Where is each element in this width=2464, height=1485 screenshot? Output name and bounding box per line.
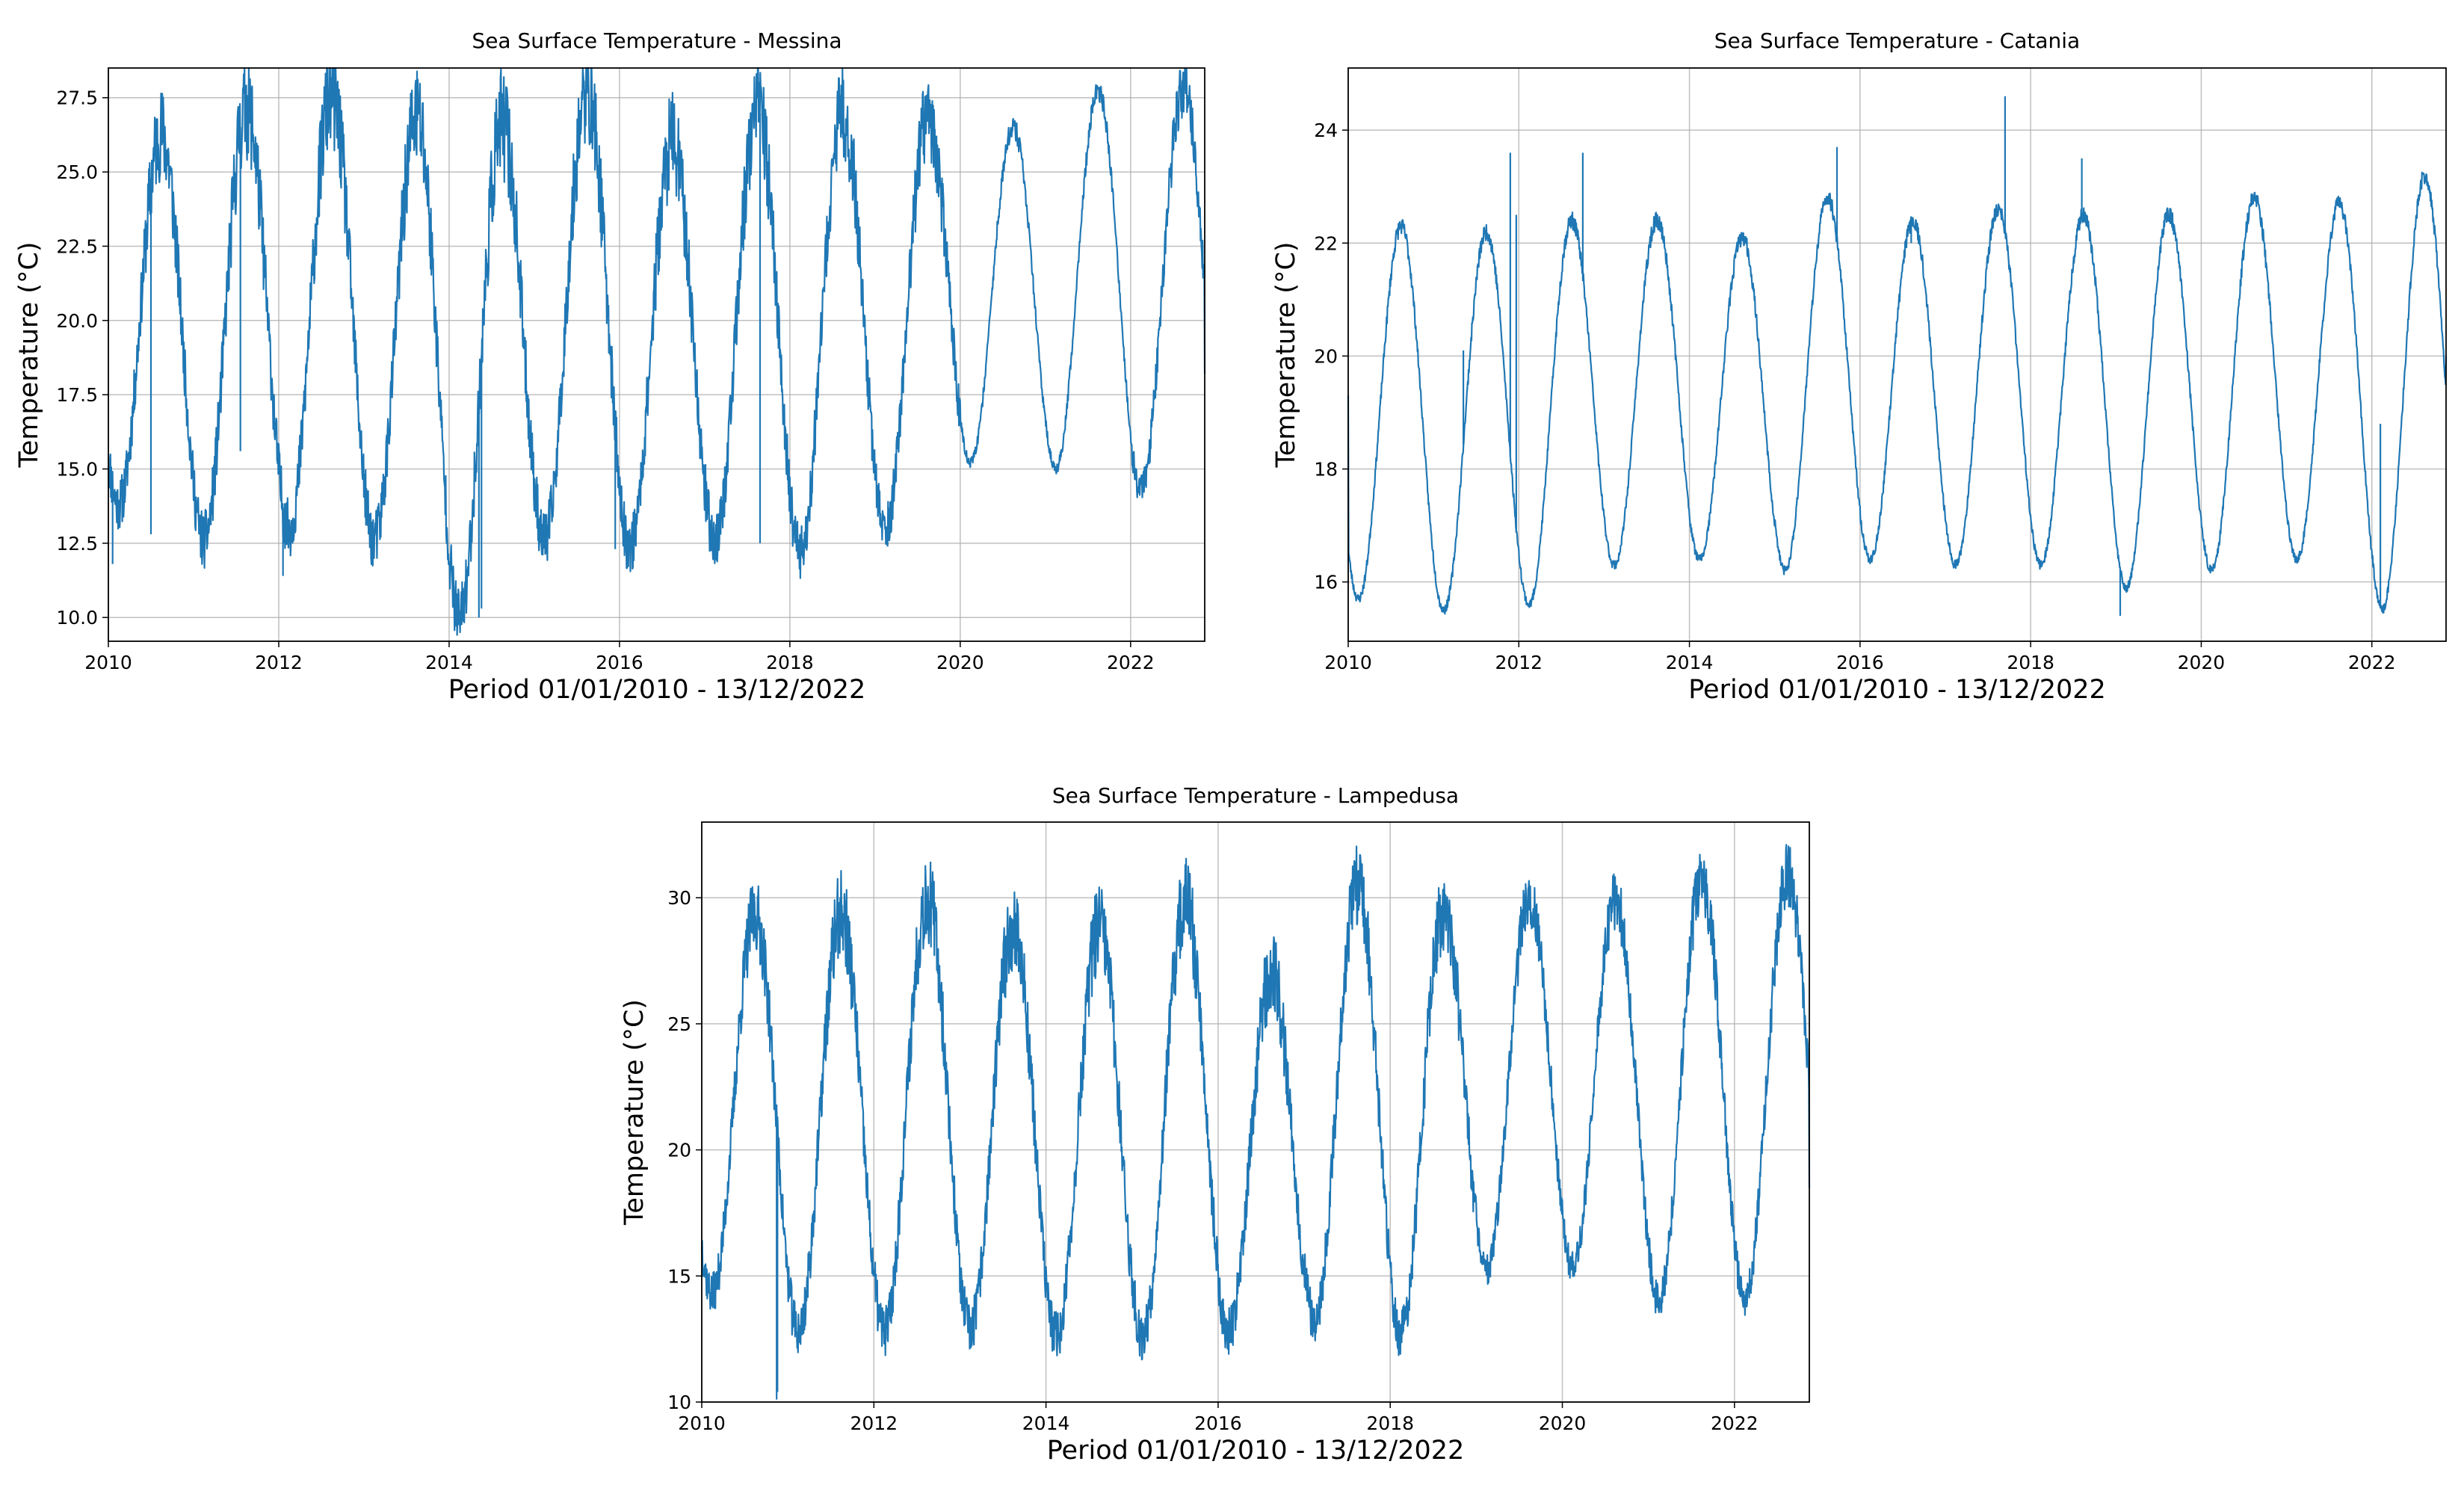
x-tick-label: 2012 bbox=[850, 1413, 898, 1434]
series-line bbox=[1347, 171, 2448, 615]
x-axis-label-catania: Period 01/01/2010 - 13/12/2022 bbox=[1688, 675, 2106, 705]
chart-catania: Sea Surface Temperature - Catania 2010 20… bbox=[1271, 28, 2448, 705]
chart-title-messina: Sea Surface Temperature - Messina bbox=[472, 28, 842, 53]
x-tick-label: 2012 bbox=[255, 652, 303, 673]
x-tick-label: 2016 bbox=[1836, 652, 1884, 673]
x-tick-label: 2022 bbox=[1107, 652, 1155, 673]
x-tick-label: 2022 bbox=[2348, 652, 2396, 673]
chart-messina: Sea Surface Temperature - Messina 2010 20… bbox=[14, 28, 1206, 705]
x-tick-label: 2016 bbox=[1194, 1413, 1242, 1434]
y-axis-label-catania: Temperature (°C) bbox=[1271, 241, 1301, 468]
y-tick-label: 27.5 bbox=[56, 87, 98, 109]
y-tick-label: 15 bbox=[667, 1265, 691, 1287]
x-tick-label: 2012 bbox=[1495, 652, 1543, 673]
y-tick-label: 30 bbox=[667, 887, 691, 909]
x-tick-label: 2018 bbox=[2007, 652, 2054, 673]
x-tick-label: 2020 bbox=[2178, 652, 2226, 673]
x-tick-label: 2018 bbox=[1366, 1413, 1414, 1434]
x-axis-label-messina: Period 01/01/2010 - 13/12/2022 bbox=[448, 675, 866, 705]
x-tick-label: 2016 bbox=[596, 652, 643, 673]
y-tick-label: 25 bbox=[667, 1013, 691, 1035]
x-tick-label: 2022 bbox=[1711, 1413, 1759, 1434]
x-tick-label: 2010 bbox=[678, 1413, 726, 1434]
y-tick-label: 20.0 bbox=[56, 310, 98, 332]
x-tick-label: 2014 bbox=[425, 652, 473, 673]
x-tick-label: 2010 bbox=[1324, 652, 1372, 673]
chart-title-lampedusa: Sea Surface Temperature - Lampedusa bbox=[1052, 783, 1459, 808]
x-tick-label: 2020 bbox=[1539, 1413, 1587, 1434]
y-tick-label: 15.0 bbox=[56, 459, 98, 481]
series-line bbox=[700, 844, 1811, 1361]
y-tick-label: 17.5 bbox=[56, 384, 98, 406]
chart-title-catania: Sea Surface Temperature - Catania bbox=[1714, 28, 2080, 53]
y-tick-label: 10 bbox=[667, 1392, 691, 1413]
plot-area-messina bbox=[108, 67, 1205, 642]
x-tick-label: 2014 bbox=[1666, 652, 1714, 673]
y-tick-label: 20 bbox=[1314, 345, 1338, 367]
y-tick-label: 22.5 bbox=[56, 235, 98, 257]
y-tick-label: 16 bbox=[1314, 572, 1338, 593]
y-tick-label: 20 bbox=[667, 1140, 691, 1161]
x-axis-label-lampedusa: Period 01/01/2010 - 13/12/2022 bbox=[1047, 1436, 1465, 1466]
y-tick-label: 24 bbox=[1314, 120, 1338, 141]
y-tick-label: 18 bbox=[1314, 459, 1338, 481]
x-tick-label: 2014 bbox=[1022, 1413, 1070, 1434]
chart-lampedusa: Sea Surface Temperature - Lampedusa 2010… bbox=[620, 783, 1811, 1466]
y-tick-label: 10.0 bbox=[56, 607, 98, 629]
plot-area-catania bbox=[1347, 67, 2447, 642]
plot-area-lampedusa bbox=[701, 821, 1810, 1403]
y-tick-label: 12.5 bbox=[56, 533, 98, 555]
x-tick-label: 2018 bbox=[766, 652, 814, 673]
y-tick-label: 25.0 bbox=[56, 161, 98, 183]
x-tick-label: 2010 bbox=[84, 652, 132, 673]
y-tick-label: 22 bbox=[1314, 232, 1338, 254]
x-tick-label: 2020 bbox=[936, 652, 984, 673]
y-axis-label-lampedusa: Temperature (°C) bbox=[620, 999, 649, 1226]
y-axis-label-messina: Temperature (°C) bbox=[14, 241, 44, 468]
series-line bbox=[107, 67, 1206, 636]
